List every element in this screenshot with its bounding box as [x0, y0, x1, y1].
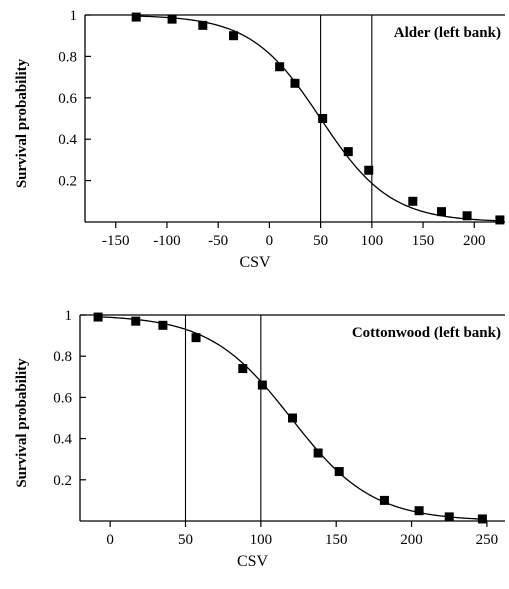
panel-title: Alder (left bank)	[394, 25, 501, 41]
y-axis-title: Survival probability	[14, 58, 30, 188]
x-tick-label: 0	[266, 233, 274, 249]
panel-title: Cottonwood (left bank)	[352, 325, 501, 341]
x-tick-label: -50	[208, 233, 228, 249]
x-tick-label: 150	[412, 233, 435, 249]
data-point	[257, 380, 267, 390]
y-tick-label: 0.6	[53, 390, 72, 406]
x-tick-label: -100	[153, 233, 181, 249]
data-point	[93, 312, 103, 322]
data-point	[334, 467, 344, 477]
x-tick-label: 50	[178, 532, 193, 548]
data-point	[436, 207, 446, 217]
y-tick-label: 1	[70, 8, 78, 24]
x-axis-title: CSV	[237, 553, 269, 570]
data-point	[288, 413, 297, 423]
data-point	[290, 78, 300, 88]
y-tick-label: 0.2	[58, 174, 77, 190]
y-tick-label: 0.8	[53, 349, 72, 365]
x-tick-label: 50	[313, 233, 328, 249]
x-tick-label: 100	[250, 532, 273, 548]
data-point	[131, 316, 141, 326]
data-point	[477, 514, 487, 524]
x-tick-label: 200	[463, 233, 486, 249]
y-tick-label: 0.2	[53, 473, 72, 489]
x-tick-label: 250	[476, 532, 499, 548]
survival-curve	[136, 15, 500, 222]
panel-2: 1 0.8 0.6 0.4 0.2 0 50 100 150 200 250 Cottonwood (…	[14, 308, 505, 570]
data-point	[158, 320, 168, 330]
data-point	[167, 14, 177, 24]
y-axis-title: Survival probability	[14, 358, 30, 488]
x-tick-label: 150	[325, 532, 348, 548]
data-point	[313, 448, 323, 458]
data-point	[198, 20, 208, 30]
y-tick-label: 1	[65, 308, 73, 324]
y-tick-label: 0.8	[58, 49, 77, 65]
data-point	[414, 506, 424, 516]
y-tick-label: 0.4	[53, 432, 72, 448]
y-tick-label: 0.6	[58, 91, 77, 107]
data-point	[229, 31, 239, 41]
x-tick-label: 0	[106, 532, 114, 548]
data-point	[379, 495, 389, 505]
x-tick-label: 100	[361, 233, 384, 249]
data-point	[131, 12, 141, 22]
data-point	[364, 165, 374, 175]
data-point	[191, 333, 201, 343]
data-point	[462, 211, 472, 221]
x-axis-title: CSV	[239, 254, 271, 271]
data-point	[408, 196, 418, 206]
data-point	[343, 147, 353, 157]
x-tick-label: 200	[400, 532, 423, 548]
data-point	[238, 364, 248, 374]
data-point	[275, 62, 285, 72]
panel-1: 1 0.8 0.6 0.4 0.2 -150 -100 -50 0 50 100 150 200 Alde…	[14, 8, 505, 271]
data-point	[318, 114, 328, 123]
y-tick-label: 0.4	[58, 132, 77, 148]
data-point	[444, 512, 454, 522]
data-point	[495, 215, 505, 225]
x-tick-label: -150	[102, 233, 130, 249]
